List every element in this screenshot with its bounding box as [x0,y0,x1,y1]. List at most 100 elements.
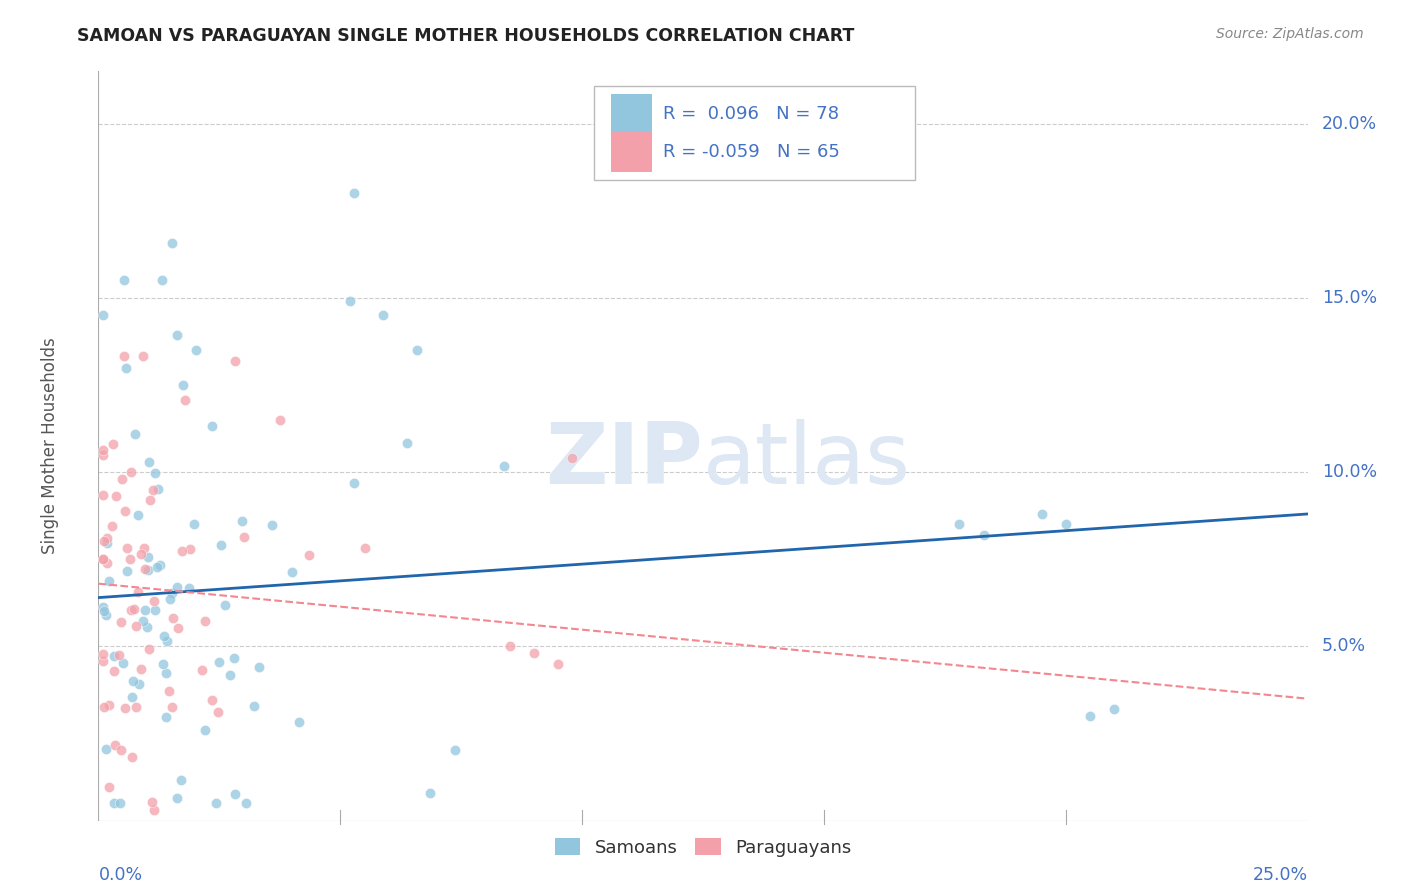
Point [184,343,207,358]
Point [561,450,583,465]
Text: 25.0%: 25.0% [1253,866,1308,884]
FancyBboxPatch shape [612,94,652,135]
Point [172,378,194,392]
Point [114,504,136,518]
Point [219,668,242,682]
Point [288,715,311,730]
Point [343,186,366,201]
Point [179,541,201,556]
Legend: Samoans, Paraguayans: Samoans, Paraguayans [547,830,859,864]
Point [132,615,155,629]
Point [260,518,283,533]
Point [205,796,228,810]
Point [249,660,271,674]
Point [110,742,132,756]
Point [96,531,118,545]
Point [91,654,114,668]
Point [132,541,155,555]
Point [494,458,516,473]
Point [129,548,152,562]
Point [98,698,121,713]
Point [108,648,131,662]
Point [91,308,114,322]
FancyBboxPatch shape [612,131,652,172]
Point [125,700,148,714]
Point [153,629,176,643]
Point [214,599,236,613]
Point [114,701,136,715]
Point [145,467,167,481]
Point [155,710,177,724]
Point [128,677,150,691]
Point [91,448,114,462]
Point [124,602,146,616]
Point [396,435,419,450]
Point [547,657,569,671]
Point [155,666,177,681]
Point [142,483,165,497]
Point [167,621,190,635]
Point [91,552,114,566]
Point [138,455,160,469]
Point [136,550,159,565]
Point [1031,507,1053,521]
Point [97,574,120,588]
Point [235,796,257,810]
Text: 15.0%: 15.0% [1322,289,1378,307]
Point [96,536,118,550]
Point [132,350,155,364]
Point [201,419,224,434]
Point [111,472,134,486]
Point [120,465,142,479]
Point [201,692,224,706]
Point [166,580,188,594]
Point [94,742,117,756]
Point [354,541,377,556]
Point [93,533,115,548]
Point [1102,702,1125,716]
Point [129,663,152,677]
Point [224,788,246,802]
Text: 5.0%: 5.0% [1322,638,1367,656]
Point [166,791,188,805]
Point [523,646,546,660]
Point [121,690,143,704]
FancyBboxPatch shape [595,87,915,180]
Point [91,600,114,615]
Point [101,437,124,451]
Point [143,593,166,607]
Point [112,273,135,287]
Point [152,273,174,287]
Point [160,236,183,251]
Point [134,562,156,576]
Point [118,551,141,566]
Text: SAMOAN VS PARAGUAYAN SINGLE MOTHER HOUSEHOLDS CORRELATION CHART: SAMOAN VS PARAGUAYAN SINGLE MOTHER HOUSE… [77,27,855,45]
Point [96,608,118,623]
Point [125,619,148,633]
Point [115,565,138,579]
Point [91,443,114,458]
Point [444,742,467,756]
Text: Single Mother Households: Single Mother Households [41,338,59,554]
Point [177,581,200,595]
Point [269,413,291,427]
Point [194,723,217,738]
Point [120,603,142,617]
Point [124,427,146,442]
Point [166,328,188,343]
Point [103,649,125,664]
Point [121,750,143,764]
Point [108,796,131,810]
Point [100,519,122,533]
Point [1054,517,1077,532]
Point [93,699,115,714]
Point [141,795,163,809]
Text: R = -0.059   N = 65: R = -0.059 N = 65 [664,143,839,161]
Point [170,772,193,787]
Text: 10.0%: 10.0% [1322,463,1378,481]
Text: atlas: atlas [703,419,911,502]
Text: ZIP: ZIP [546,419,703,502]
Point [157,683,180,698]
Point [96,557,118,571]
Point [156,634,179,648]
